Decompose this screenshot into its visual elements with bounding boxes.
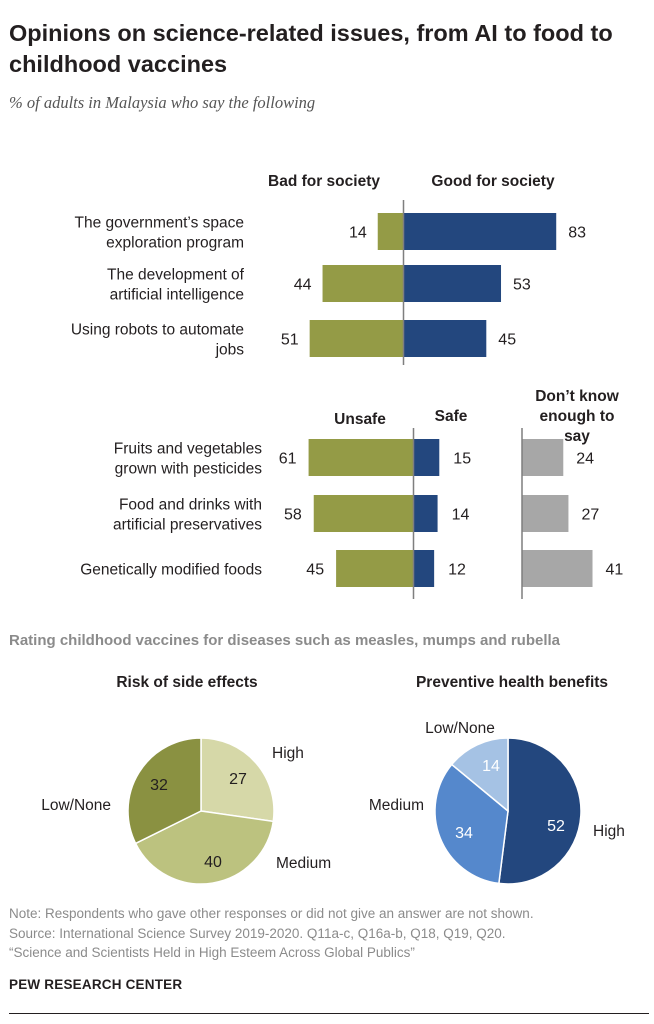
bar-safe: [413, 439, 440, 476]
bar-good: [403, 213, 557, 250]
data-label-dont-know: 27: [581, 507, 599, 524]
pie-value-label: 34: [455, 825, 473, 842]
data-label-dont-know: 41: [606, 562, 624, 579]
data-label-dont-know: 24: [576, 451, 594, 468]
pie-value-label: 27: [229, 771, 247, 788]
pie-value-label: 40: [204, 854, 222, 871]
brand-label: PEW RESEARCH CENTER: [9, 977, 183, 992]
data-label-safe: 12: [448, 562, 466, 579]
pie-slice-label: Medium: [369, 797, 424, 814]
category-label: Fruits and vegetables: [114, 441, 262, 458]
data-label-bad: 51: [281, 332, 299, 349]
pie-slice: [450, 737, 509, 813]
pie-slice: [498, 737, 582, 885]
column-label-safe: Safe: [435, 408, 468, 425]
pie-value-label: 52: [547, 818, 565, 835]
pie-slice: [200, 737, 275, 823]
bar-unsafe: [308, 439, 414, 476]
data-label-safe: 15: [453, 451, 471, 468]
pie-slice-label: Medium: [276, 855, 331, 872]
bar-dont-know: [522, 439, 564, 476]
bar-unsafe: [336, 550, 414, 587]
category-label: jobs: [215, 342, 245, 359]
data-label-good: 83: [568, 225, 586, 242]
pie-slice-label: Low/None: [41, 797, 111, 814]
bar-good: [403, 320, 487, 357]
bar-dont-know: [522, 495, 569, 532]
pie-slice: [434, 763, 509, 885]
data-label-bad: 14: [349, 225, 367, 242]
column-label-dont-know: say: [564, 428, 590, 445]
data-label-unsafe: 61: [279, 451, 297, 468]
data-label-safe: 14: [452, 507, 470, 524]
pie-title: Preventive health benefits: [416, 674, 608, 691]
category-label: Food and drinks with: [119, 497, 262, 514]
note-text: Note: Respondents who gave other respons…: [9, 906, 534, 921]
bar-safe: [413, 550, 435, 587]
column-label-good: Good for society: [431, 173, 555, 190]
category-label: Genetically modified foods: [80, 562, 262, 579]
bar-bad: [322, 265, 404, 302]
report-title: “Science and Scientists Held in High Est…: [9, 945, 415, 960]
category-label: Using robots to automate: [71, 322, 244, 339]
pie-slice: [134, 810, 275, 885]
category-label: grown with pesticides: [115, 461, 263, 478]
data-label-bad: 44: [294, 277, 312, 294]
bar-bad: [377, 213, 404, 250]
category-label: exploration program: [106, 235, 244, 252]
pie-title: Risk of side effects: [116, 674, 257, 691]
category-label: The development of: [107, 267, 245, 284]
data-label-good: 53: [513, 277, 531, 294]
category-label: The government’s space: [75, 215, 244, 232]
chart-title: Opinions on science-related issues, from…: [9, 20, 613, 77]
bar-unsafe: [313, 495, 414, 532]
bar-safe: [413, 495, 438, 532]
pie-slice-label: Low/None: [425, 720, 495, 737]
data-label-unsafe: 45: [306, 562, 324, 579]
source-text: Source: International Science Survey 201…: [9, 925, 506, 941]
chart-subtitle: % of adults in Malaysia who say the foll…: [9, 93, 316, 112]
bar-dont-know: [522, 550, 593, 587]
pie-slice-label: High: [593, 823, 625, 840]
bar-bad: [309, 320, 404, 357]
bar-good: [403, 265, 502, 302]
pie-slice-label: High: [272, 745, 304, 762]
section-title: Rating childhood vaccines for diseases s…: [9, 632, 561, 649]
footnotes: Note: Respondents who gave other respons…: [9, 904, 534, 963]
category-label: artificial intelligence: [110, 287, 244, 304]
column-label-dont-know: enough to: [540, 408, 615, 425]
bottom-rule: [9, 1013, 649, 1014]
category-label: artificial preservatives: [113, 517, 262, 534]
data-label-unsafe: 58: [284, 507, 302, 524]
column-label-dont-know: Don’t know: [535, 388, 619, 405]
pie-value-label: 32: [150, 777, 168, 794]
pie-value-label: 14: [482, 758, 500, 775]
column-label-unsafe: Unsafe: [334, 411, 386, 428]
pie-slice: [127, 737, 202, 845]
data-label-good: 45: [498, 332, 516, 349]
column-label-bad: Bad for society: [268, 173, 380, 190]
